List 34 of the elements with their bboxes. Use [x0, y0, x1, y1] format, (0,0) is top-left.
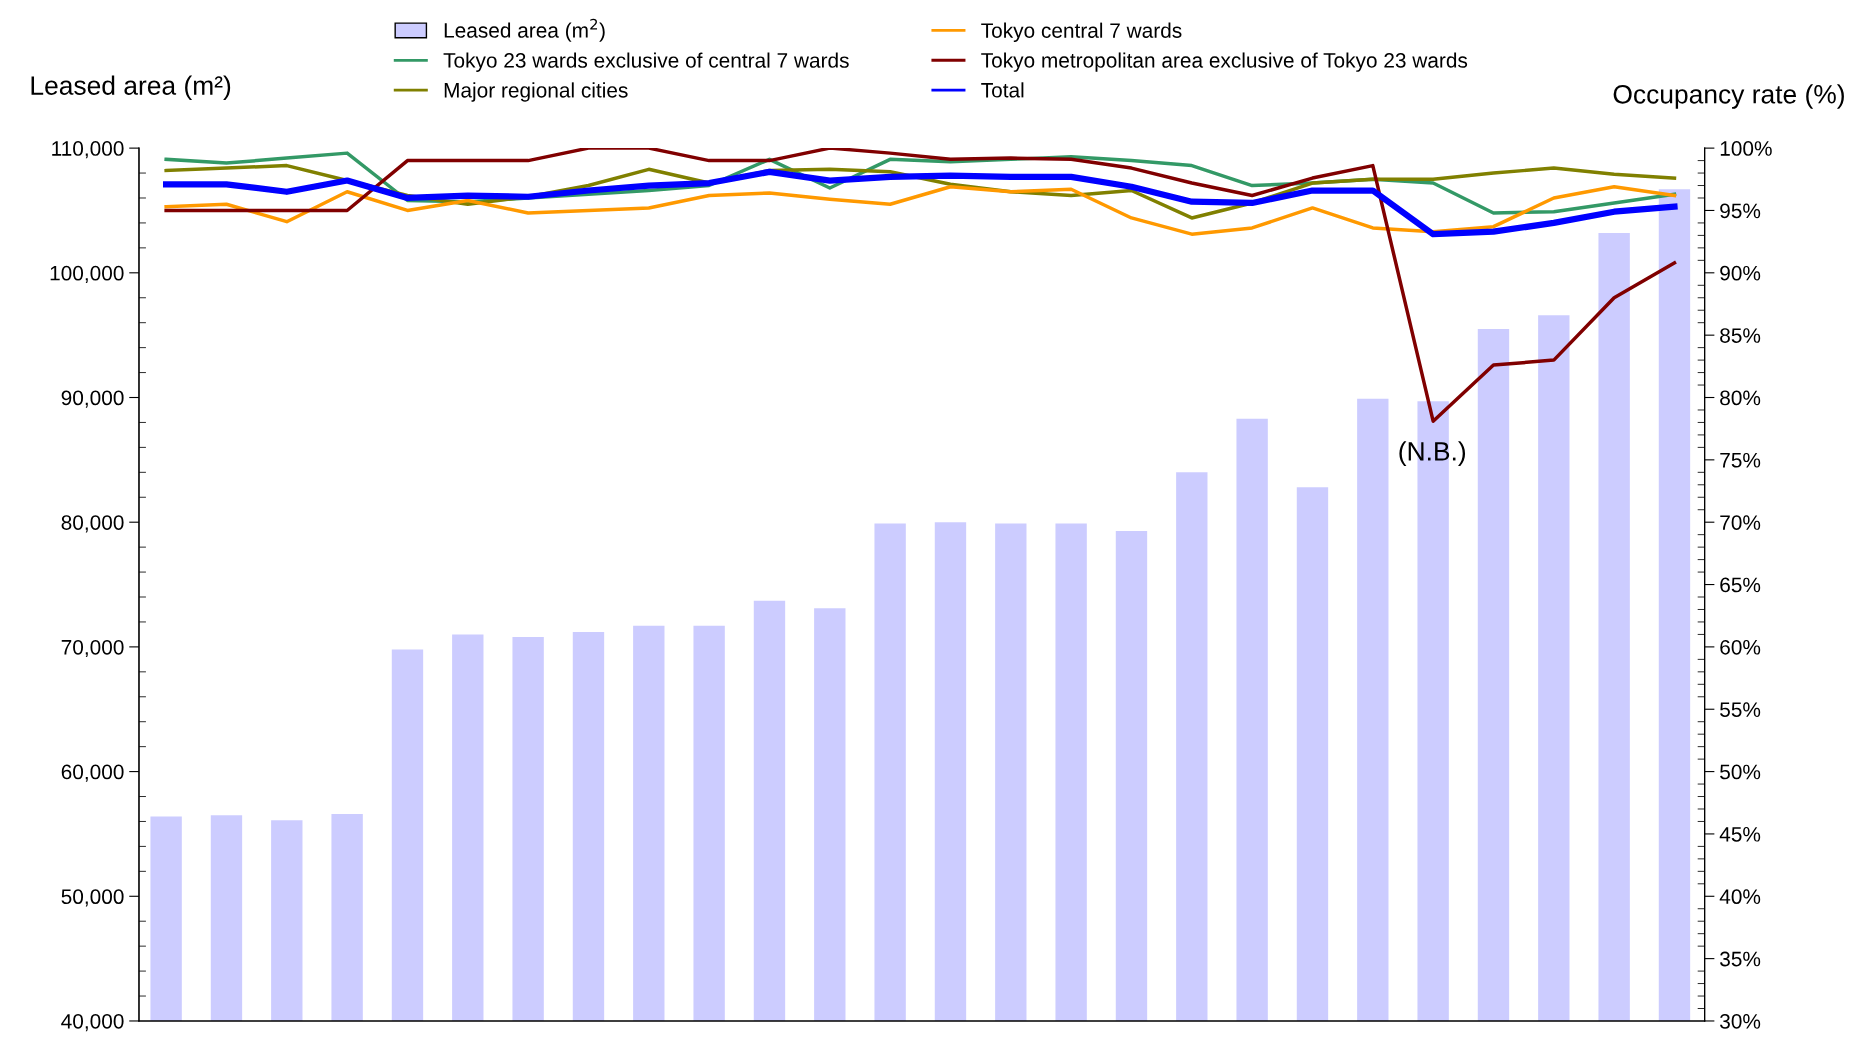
y2-tick-label: 45% [1719, 827, 1761, 842]
legend-label: Tokyo 23 wards exclusive of central 7 wards [443, 52, 849, 72]
line-series [164, 185, 1677, 236]
y2-tick-label: 85% [1720, 328, 1761, 343]
y2-tick-label: 90% [1720, 265, 1761, 281]
y2-tick-label: 50% [1720, 764, 1761, 780]
y-axis-title: Leased area (m²) [31, 75, 231, 101]
annotation: (N.B.) [1399, 441, 1466, 466]
legend-label: Major regional cities [444, 82, 628, 102]
y2-tick-label: 35% [1720, 951, 1761, 967]
y2-tick-label: 80% [1720, 390, 1761, 406]
y-tick-label: 110,000 [52, 141, 124, 159]
y-tick-label: 40,000 [61, 1013, 124, 1032]
legend-label: Leased area (m$^{2}$) [444, 18, 605, 42]
y2-tick-label: 75% [1720, 452, 1761, 468]
line-series [164, 148, 1677, 423]
legend-label: Tokyo metropolitan area exclusive of Tokyo 23 wards [981, 52, 1468, 72]
y-tick-label: 100,000 [50, 265, 124, 284]
y2-tick-label: 40% [1719, 889, 1761, 905]
y-tick-label: 90,000 [61, 390, 124, 408]
y-tick-label: 50,000 [61, 889, 124, 907]
y2-tick-label: 60% [1720, 639, 1761, 655]
y2-tick-label: 30% [1720, 1013, 1761, 1029]
y2-tick-label: 95% [1720, 203, 1761, 219]
y-tick-label: 60,000 [61, 764, 124, 782]
y2-tick-label: 100% [1720, 141, 1772, 156]
y2-tick-label: 65% [1720, 577, 1761, 593]
y2-tick-label: 70% [1720, 515, 1761, 530]
legend-label: Tokyo central 7 wards [981, 22, 1182, 43]
y-tick-label: 80,000 [61, 515, 124, 533]
y2-axis-title: Occupancy rate (%) [1613, 84, 1844, 109]
y-tick-label: 70,000 [61, 639, 124, 658]
legend-label: Total [981, 82, 1024, 98]
y2-tick-label: 55% [1720, 702, 1761, 717]
